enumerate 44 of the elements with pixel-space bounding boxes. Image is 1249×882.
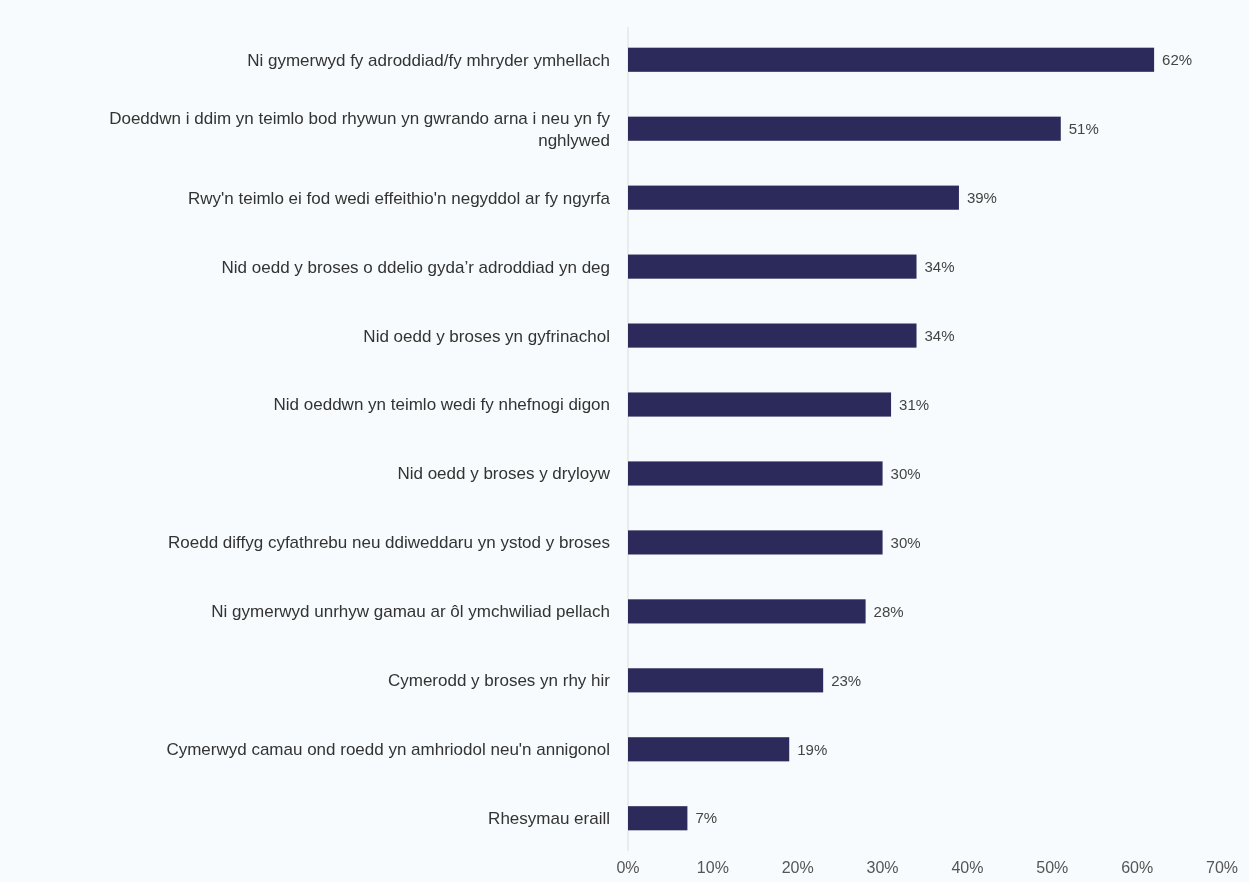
bar: [628, 530, 883, 555]
data-label: 34%: [924, 257, 955, 275]
y-tick-label: Doeddwn i ddim yn teimlo bod rhywun yn gwrando arna i neu yn fy nghlywed: [109, 108, 611, 150]
y-tick-label: Cymerwyd camau ond roedd yn amhriodol neu'n annigonol: [166, 740, 610, 760]
data-label: 62%: [1162, 51, 1193, 68]
y-tick-label: Rhesymau eraill: [488, 809, 610, 829]
x-tick-label: 70%: [1205, 859, 1239, 876]
data-label: 34%: [924, 326, 955, 344]
data-label: 7%: [695, 809, 718, 827]
bar: [628, 116, 1061, 141]
x-tick-label: 60%: [1121, 859, 1154, 876]
data-label: 51%: [1068, 119, 1099, 137]
data-label: 19%: [797, 740, 828, 758]
x-tick-label: 30%: [866, 859, 899, 876]
x-tick-label: 20%: [781, 859, 814, 876]
data-label: 23%: [831, 671, 862, 689]
data-label: 30%: [890, 533, 921, 551]
data-label: 31%: [899, 395, 930, 413]
bar: [628, 737, 790, 762]
y-tick-label: Nid oedd y broses o ddelio gyda’r adroddiad yn deg: [221, 257, 610, 277]
bar: [628, 323, 917, 348]
bar: [628, 392, 892, 417]
y-tick-label: Rwy'n teimlo ei fod wedi effeithio'n negyddol ar fy ngyrfa: [188, 188, 611, 208]
bar: [628, 461, 883, 486]
data-label: 39%: [966, 188, 997, 206]
data-label: 28%: [873, 602, 904, 620]
bar: [628, 254, 917, 279]
bar: [628, 599, 866, 624]
data-label: 30%: [890, 464, 921, 482]
bar: [628, 806, 688, 831]
x-tick-label: 0%: [616, 859, 640, 876]
y-tick-label: Nid oedd y broses y dryloyw: [397, 464, 611, 484]
y-tick-label: Nid oedd y broses yn gyfrinachol: [363, 326, 610, 346]
bar: [628, 47, 1155, 72]
x-tick-label: 40%: [951, 859, 984, 876]
y-tick-label: Cymerodd y broses yn rhy hir: [387, 671, 611, 691]
y-tick-label: Ni gymerwyd unrhyw gamau ar ôl ymchwiliad pellach: [211, 602, 610, 622]
bar: [628, 185, 959, 210]
bar: [628, 668, 824, 693]
x-tick-label: 10%: [696, 859, 729, 876]
y-tick-label: Roedd diffyg cyfathrebu neu ddiweddaru yn ystod y broses: [168, 533, 610, 553]
x-tick-label: 50%: [1036, 859, 1069, 876]
y-tick-label: Nid oeddwn yn teimlo wedi fy nhefnogi digon: [273, 395, 610, 415]
y-tick-label: Ni gymerwyd fy adroddiad/fy mhryder ymhellach: [247, 50, 610, 70]
